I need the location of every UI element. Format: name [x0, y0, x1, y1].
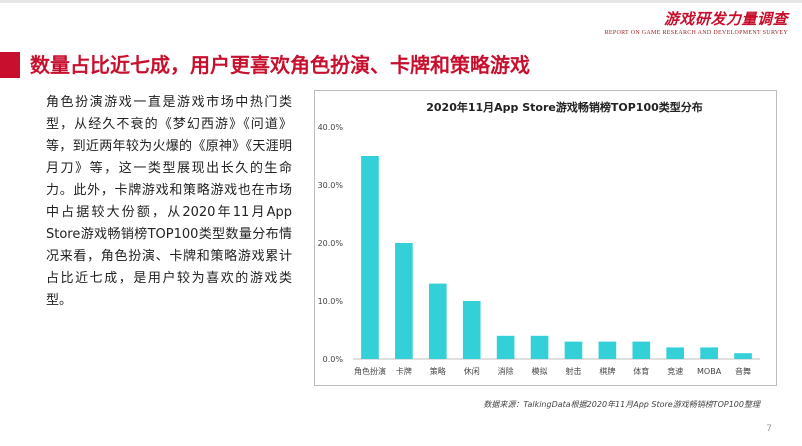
- bar: [632, 341, 651, 359]
- y-tick-label: 0.0%: [323, 355, 344, 364]
- page-number: 7: [766, 424, 772, 434]
- x-tick-label: 棋牌: [599, 366, 615, 376]
- bar: [462, 301, 481, 359]
- bar: [598, 341, 617, 359]
- bar: [361, 156, 379, 359]
- y-tick-label: 40.0%: [318, 123, 344, 132]
- x-tick-label: 消除: [498, 366, 514, 376]
- body-paragraph: 角色扮演游戏一直是游戏市场中热门类型，从经久不衰的《梦幻西游》《问道》等，到近两…: [46, 95, 292, 308]
- bar: [395, 243, 413, 359]
- bar: [700, 347, 718, 359]
- logo-subtitle: REPORT ON GAME RESEARCH AND DEVELOPMENT …: [604, 30, 788, 36]
- bar-chart: 2020年11月App Store游戏畅销榜TOP100类型分布 0.0% 10.0…: [318, 100, 760, 376]
- chart-container: 2020年11月App Store游戏畅销榜TOP100类型分布 0.0% 10.0…: [314, 90, 777, 386]
- logo-title: 游戏研发力量调查: [663, 10, 788, 28]
- y-tick-label: 10.0%: [318, 297, 344, 306]
- bar: [428, 283, 447, 359]
- bar: [496, 335, 515, 359]
- bar: [666, 347, 685, 359]
- x-tick-label: 射击: [565, 366, 581, 376]
- x-tick-label: MOBA: [697, 367, 722, 376]
- bar: [530, 335, 549, 359]
- x-tick-label: 策略: [430, 366, 446, 376]
- title-accent-bar: [0, 52, 20, 78]
- y-tick-label: 30.0%: [318, 181, 344, 190]
- y-tick-label: 20.0%: [318, 239, 344, 248]
- bar: [734, 353, 752, 359]
- bar: [564, 341, 583, 359]
- x-tick-label: 模拟: [532, 366, 548, 376]
- x-tick-label: 体育: [633, 366, 649, 376]
- x-tick-label: 卡牌: [396, 366, 412, 376]
- page-title: 数量占比近七成，用户更喜欢角色扮演、卡牌和策略游戏: [30, 53, 530, 77]
- x-tick-label: 竞速: [667, 366, 683, 376]
- chart-title: 2020年11月App Store游戏畅销榜TOP100类型分布: [426, 100, 703, 114]
- logo: 游戏研发力量调查 REPORT ON GAME RESEARCH AND DEV…: [605, 8, 788, 36]
- x-tick-label: 角色扮演: [354, 366, 386, 376]
- x-tick-label: 音舞: [735, 366, 751, 376]
- x-tick-label: 休闲: [464, 366, 480, 376]
- source-note: 数据来源：TalkingData根据2020年11月App Store游戏畅销榜…: [483, 400, 760, 409]
- top-rule: [0, 0, 802, 3]
